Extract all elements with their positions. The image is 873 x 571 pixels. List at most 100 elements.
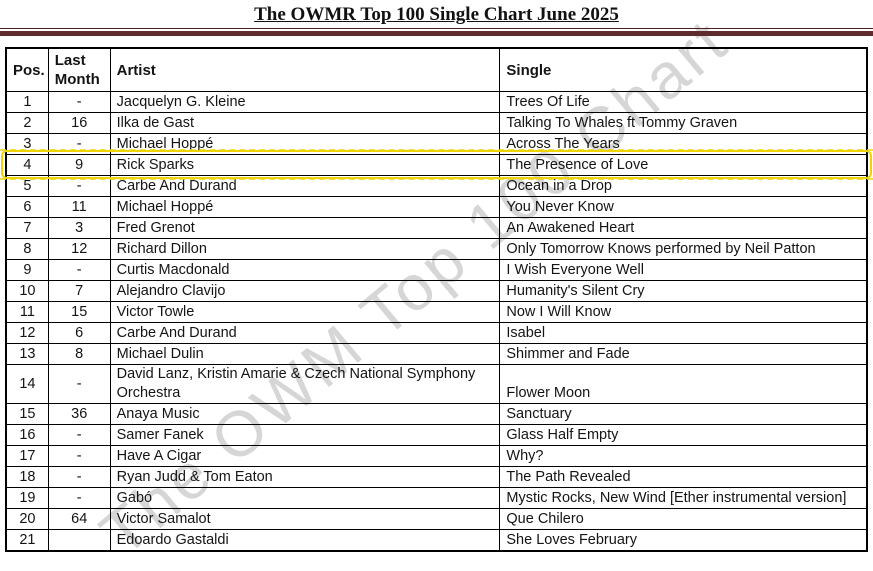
row-single: Glass Half Empty [499,424,868,446]
row-single: Now I Will Know [499,301,868,323]
row-artist: Ilka de Gast [109,112,501,134]
table-row: 2 16 Ilka de Gast Talking To Whales ft Tomm… [5,112,868,134]
table-row: 8 12 Richard Dillon Only Tomorrow Knows per… [5,238,868,260]
single-chart-table: Pos. Last Month Artist Single 1- Jacquely… [5,47,868,552]
header-pos: Pos. [5,47,49,92]
row-last-month: 16 [47,112,111,134]
header-single: Single [499,47,868,92]
header-artist: Artist [109,47,501,92]
table-row: 20 64 Victor Samalot Que Chilero [5,508,868,530]
row-single: Talking To Whales ft Tommy Graven [499,112,868,134]
row-last-month: - [47,91,111,113]
row-pos: 8 [5,238,49,260]
table-row: 19- Gabó Mystic Rocks, New Wind [Ether ins… [5,487,868,509]
row-pos: 5 [5,175,49,197]
row-artist: Alejandro Clavijo [109,280,501,302]
row-pos: 17 [5,445,49,467]
row-single: The Presence of Love [499,154,868,176]
row-single: An Awakened Heart [499,217,868,239]
table-row: 4 9 Rick Sparks The Presence of Love [5,154,868,176]
title-rule-thin-line [0,28,873,29]
table-row: 17- Have A Cigar Why? [5,445,868,467]
row-pos: 16 [5,424,49,446]
row-single: Sanctuary [499,403,868,425]
row-artist: Michael Hoppé [109,133,501,155]
table-row: 18- Ryan Judd & Tom Eaton The Path Reveale… [5,466,868,488]
row-artist: Gabó [109,487,501,509]
row-single: Que Chilero [499,508,868,530]
row-last-month: 11 [47,196,111,218]
table-row: 7 3 Fred Grenot An Awakened Heart [5,217,868,239]
row-last-month: 64 [47,508,111,530]
row-last-month: - [47,133,111,155]
row-pos: 10 [5,280,49,302]
row-last-month: - [47,424,111,446]
row-pos: 20 [5,508,49,530]
row-pos: 9 [5,259,49,281]
row-single: Trees Of Life [499,91,868,113]
row-artist: Ryan Judd & Tom Eaton [109,466,501,488]
table-row: 14- David Lanz, Kristin Amarie & Czech Na… [5,364,868,404]
row-last-month: - [47,364,111,404]
table-row: 21 Edoardo Gastaldi She Loves February [5,529,868,552]
row-last-month: - [47,445,111,467]
row-last-month: - [47,175,111,197]
row-last-month: 8 [47,343,111,365]
row-pos: 21 [5,529,49,552]
row-last-month [47,529,111,552]
row-artist: Carbe And Durand [109,322,501,344]
row-pos: 15 [5,403,49,425]
row-pos: 6 [5,196,49,218]
row-artist: Have A Cigar [109,445,501,467]
row-artist: Michael Hoppé [109,196,501,218]
title-rule-thick-line [0,31,873,36]
table-row: 3- Michael Hoppé Across The Years [5,133,868,155]
row-pos: 11 [5,301,49,323]
row-single: I Wish Everyone Well [499,259,868,281]
table-row: 1- Jacquelyn G. Kleine Trees Of Life [5,91,868,113]
row-artist: Michael Dulin [109,343,501,365]
row-pos: 1 [5,91,49,113]
table-row: 13 8 Michael Dulin Shimmer and Fade [5,343,868,365]
page-title: The OWMR Top 100 Single Chart June 2025 [254,4,619,25]
row-last-month: 7 [47,280,111,302]
row-pos: 3 [5,133,49,155]
row-pos: 2 [5,112,49,134]
row-single: Why? [499,445,868,467]
row-artist: Victor Samalot [109,508,501,530]
row-single: Isabel [499,322,868,344]
row-single: Across The Years [499,133,868,155]
row-last-month: - [47,466,111,488]
row-artist: Fred Grenot [109,217,501,239]
row-single: Only Tomorrow Knows performed by Neil Pa… [499,238,868,260]
row-pos: 14 [5,364,49,404]
row-artist: Victor Towle [109,301,501,323]
row-artist: Samer Fanek [109,424,501,446]
row-single: Flower Moon [499,364,868,404]
table-header-row: Pos. Last Month Artist Single [5,47,868,92]
row-last-month: 9 [47,154,111,176]
row-single: Ocean in a Drop [499,175,868,197]
row-single: You Never Know [499,196,868,218]
row-pos: 7 [5,217,49,239]
row-single: The Path Revealed [499,466,868,488]
row-single: Humanity's Silent Cry [499,280,868,302]
row-artist: Edoardo Gastaldi [109,529,501,552]
row-last-month: 36 [47,403,111,425]
row-last-month: 3 [47,217,111,239]
row-last-month: 15 [47,301,111,323]
row-single: She Loves February [499,529,868,552]
title-rule [0,28,873,36]
row-last-month: 6 [47,322,111,344]
row-pos: 19 [5,487,49,509]
header-last-month: Last Month [47,47,111,92]
row-artist: Anaya Music [109,403,501,425]
row-pos: 4 [5,154,49,176]
row-artist: David Lanz, Kristin Amarie & Czech Natio… [109,364,501,404]
table-row: 6 11 Michael Hoppé You Never Know [5,196,868,218]
row-artist: Carbe And Durand [109,175,501,197]
row-artist: Rick Sparks [109,154,501,176]
row-single: Shimmer and Fade [499,343,868,365]
row-artist: Richard Dillon [109,238,501,260]
table-row: 5- Carbe And Durand Ocean in a Drop [5,175,868,197]
